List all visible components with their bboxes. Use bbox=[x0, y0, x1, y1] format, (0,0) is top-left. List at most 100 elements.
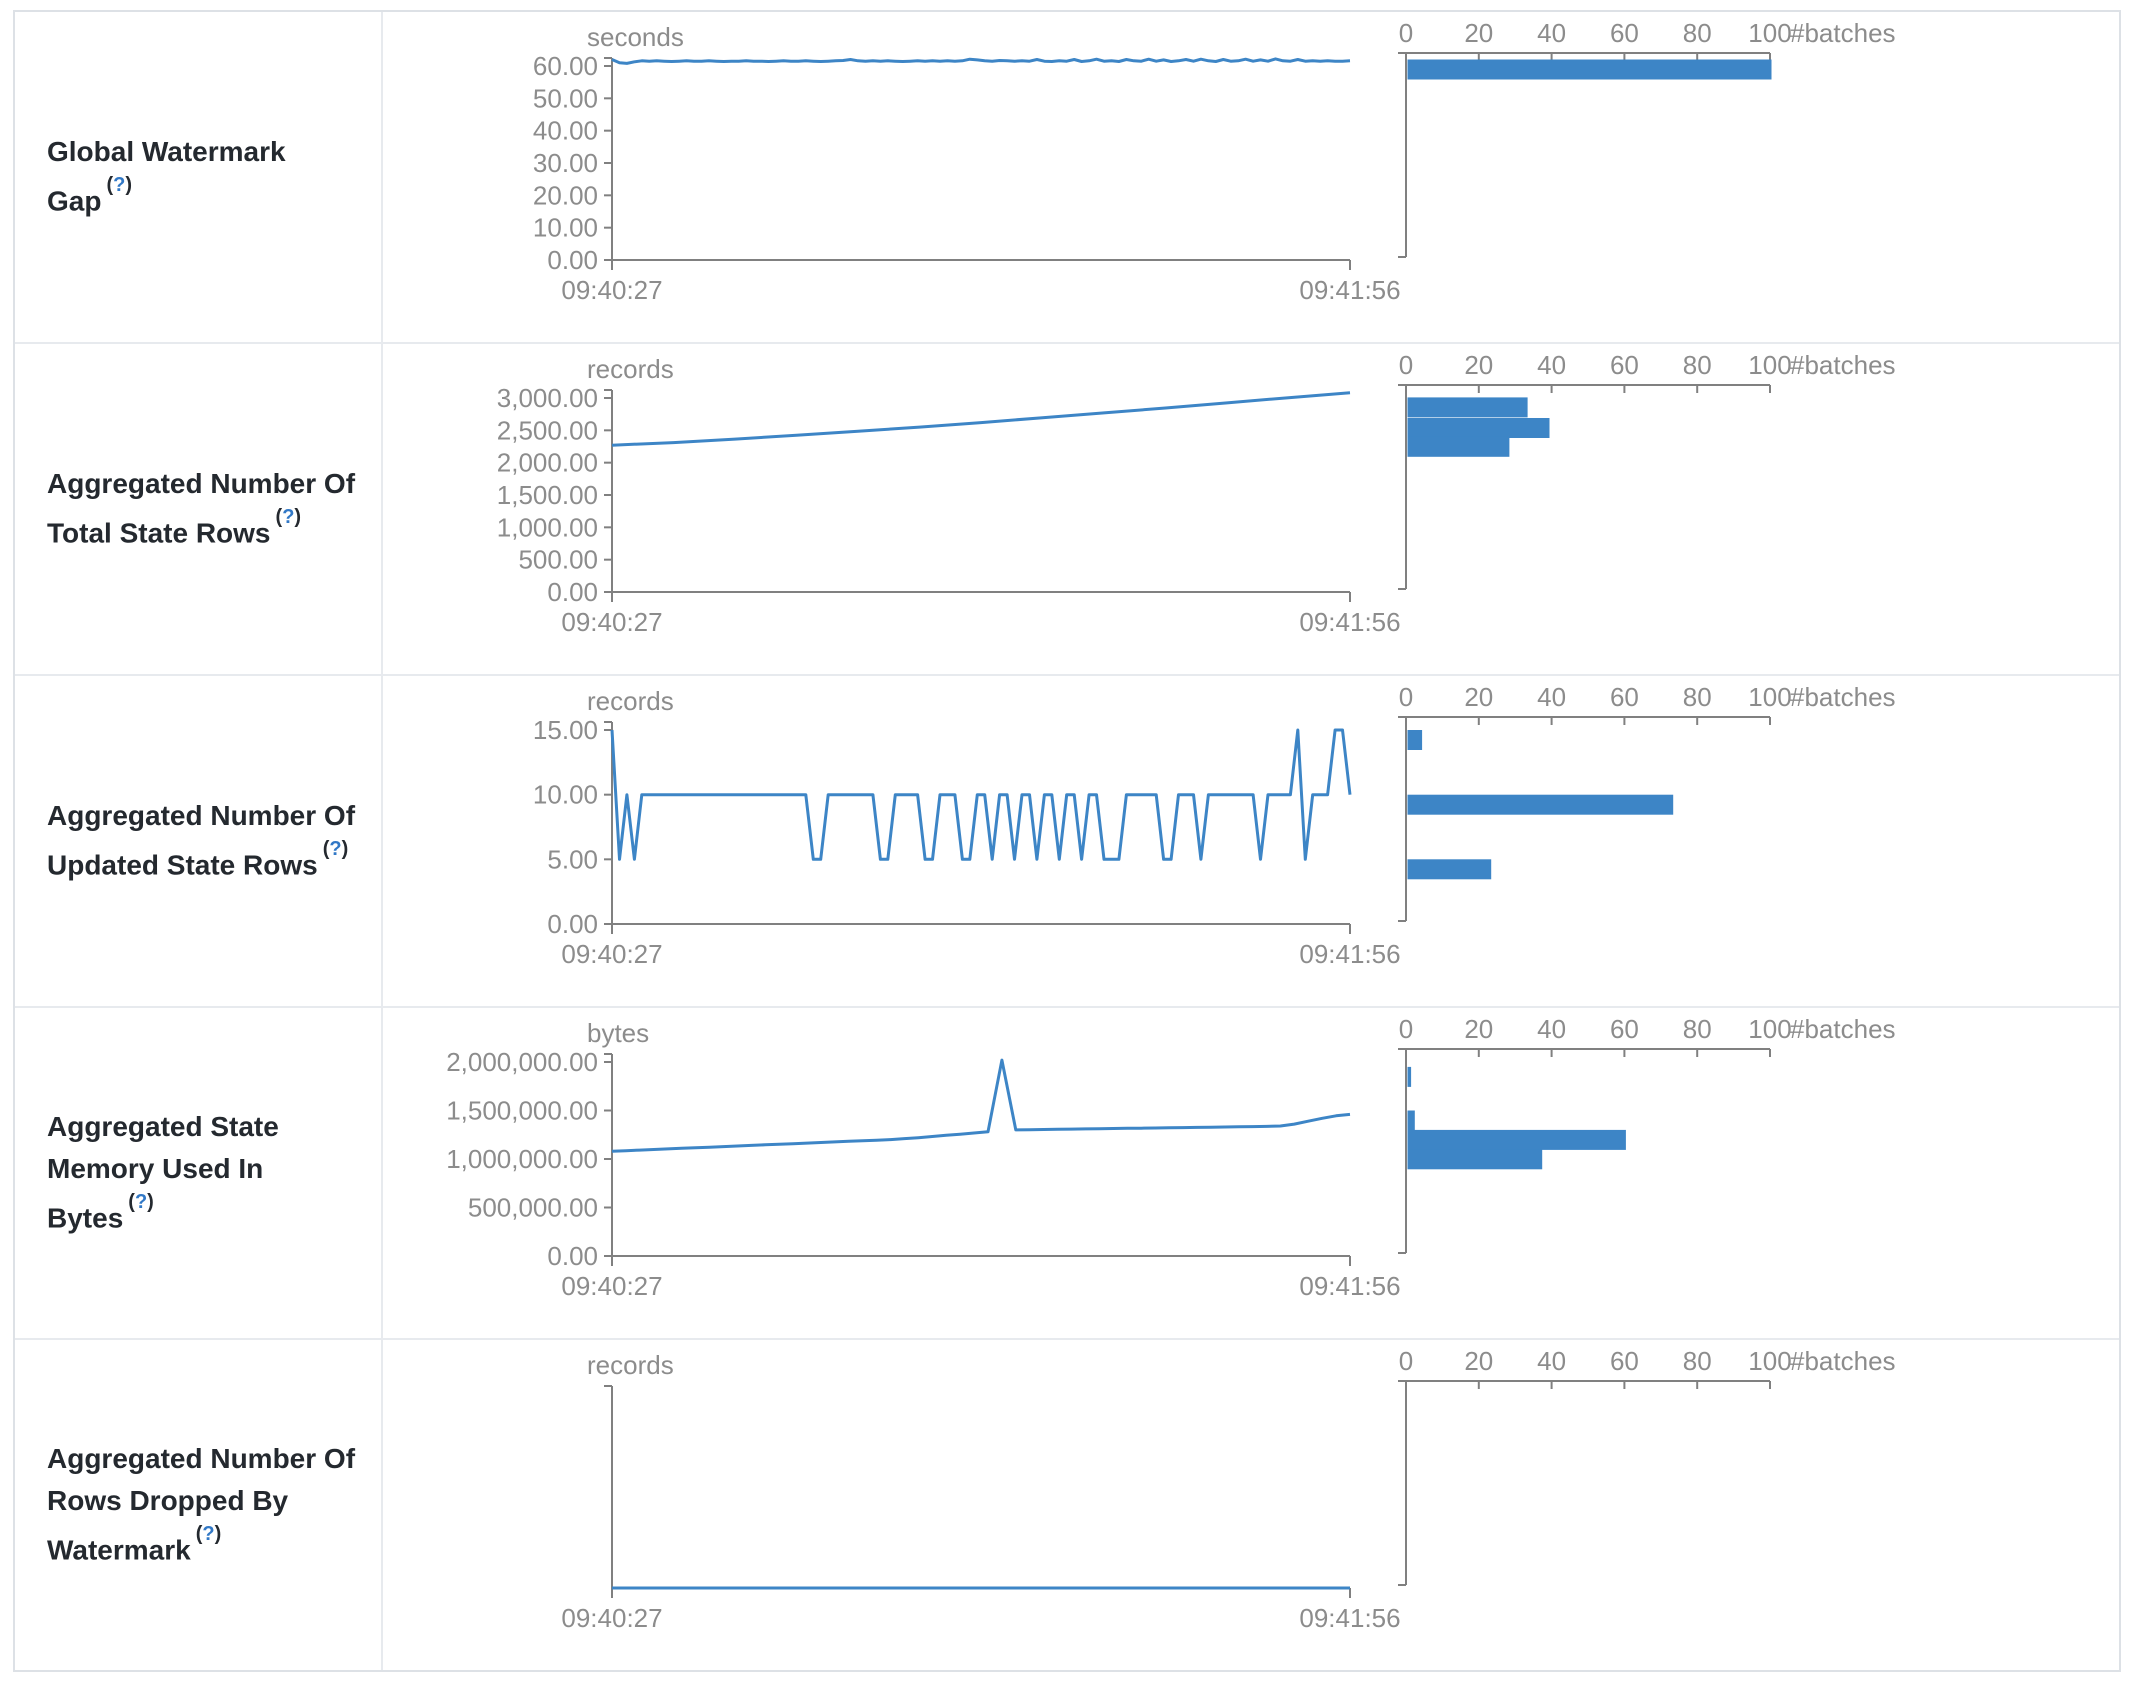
y-tick-label: 10.00 bbox=[533, 780, 598, 810]
time-end-label: 09:41:56 bbox=[1299, 939, 1400, 969]
metric-name: Aggregated Number Of Rows Dropped By Wat… bbox=[47, 1443, 356, 1566]
histogram-bar bbox=[1407, 859, 1492, 880]
metric-label-cell: Aggregated Number Of Rows Dropped By Wat… bbox=[15, 1340, 383, 1670]
metric-chart-cell: records 09:40:27 09:41:56 0 20 40 60 80 100 #batc… bbox=[383, 1340, 2119, 1670]
metric-chart-cell: records 15.00 10.00 5.00 0.00 09:40:27 09:41:5… bbox=[383, 676, 2119, 1006]
y-tick-label: 2,500.00 bbox=[497, 415, 598, 445]
metric-name: Aggregated Number Of Updated State Rows bbox=[47, 800, 356, 881]
hist-tick-label: 20 bbox=[1464, 1346, 1493, 1376]
timeline-line bbox=[611, 1058, 1351, 1153]
metric-row: Aggregated State Memory Used In Bytes(?)… bbox=[15, 1008, 2119, 1340]
y-tick-label: 10.00 bbox=[533, 213, 598, 243]
help-icon[interactable]: (?) bbox=[195, 1523, 222, 1546]
time-end-label: 09:41:56 bbox=[1299, 607, 1400, 637]
metric-label-cell: Aggregated State Memory Used In Bytes(?) bbox=[15, 1008, 383, 1338]
histogram-bar bbox=[1407, 794, 1674, 815]
time-start-label: 09:40:27 bbox=[561, 607, 662, 637]
time-start-label: 09:40:27 bbox=[561, 1271, 662, 1301]
histogram-bar bbox=[1407, 730, 1423, 750]
hist-tick-label: 0 bbox=[1399, 18, 1413, 48]
hist-tick-label: 80 bbox=[1683, 1014, 1712, 1044]
histogram-bar bbox=[1407, 418, 1550, 438]
y-tick-label: 15.00 bbox=[533, 715, 598, 745]
hist-tick-label: 20 bbox=[1464, 350, 1493, 380]
help-icon[interactable]: (?) bbox=[275, 506, 302, 529]
y-tick-label: 40.00 bbox=[533, 116, 598, 146]
y-tick-label: 2,000.00 bbox=[497, 448, 598, 478]
metric-chart-cell: seconds 60.00 50.00 40.00 30.00 20.00 10.00 0.0… bbox=[383, 12, 2119, 342]
hist-tick-label: 40 bbox=[1537, 1014, 1566, 1044]
histogram-bar bbox=[1407, 1129, 1626, 1150]
time-start-label: 09:40:27 bbox=[561, 1603, 662, 1633]
hist-tick-label: 0 bbox=[1399, 1346, 1413, 1376]
hist-tick-label: 80 bbox=[1683, 682, 1712, 712]
hist-tick-label: 80 bbox=[1683, 1346, 1712, 1376]
y-tick-label: 0.00 bbox=[547, 909, 598, 939]
y-tick-label: 0.00 bbox=[547, 1241, 598, 1271]
metric-label-cell: Aggregated Number Of Updated State Rows(… bbox=[15, 676, 383, 1006]
hist-tick-label: 80 bbox=[1683, 18, 1712, 48]
metric-label-cell: Aggregated Number Of Total State Rows(?) bbox=[15, 344, 383, 674]
hist-tick-label: 100 bbox=[1748, 1346, 1791, 1376]
help-icon[interactable]: (?) bbox=[106, 174, 133, 197]
hist-tick-label: 100 bbox=[1748, 682, 1791, 712]
help-icon[interactable]: (?) bbox=[322, 838, 349, 861]
y-tick-label: 30.00 bbox=[533, 148, 598, 178]
hist-tick-label: 20 bbox=[1464, 1014, 1493, 1044]
hist-tick-label: 40 bbox=[1537, 682, 1566, 712]
hist-tick-label: 20 bbox=[1464, 18, 1493, 48]
histogram-bar bbox=[1407, 436, 1510, 457]
metric-chart-cell: records 3,000.00 2,500.00 2,000.00 1,500.00 1… bbox=[383, 344, 2119, 674]
y-tick-label: 1,500,000.00 bbox=[446, 1096, 598, 1126]
hist-tick-label: 60 bbox=[1610, 18, 1639, 48]
histogram-bar bbox=[1407, 59, 1772, 80]
hist-tick-label: 0 bbox=[1399, 350, 1413, 380]
hist-axis-title: #batches bbox=[1790, 682, 1896, 712]
hist-tick-label: 60 bbox=[1610, 1346, 1639, 1376]
help-icon[interactable]: (?) bbox=[128, 1191, 154, 1214]
unit-label: records bbox=[587, 1350, 674, 1380]
hist-tick-label: 100 bbox=[1748, 1014, 1791, 1044]
metric-chart: records 09:40:27 09:41:56 0 20 40 60 80 100#batc… bbox=[561, 1346, 1896, 1633]
time-end-label: 09:41:56 bbox=[1299, 275, 1400, 305]
y-tick-label: 500.00 bbox=[518, 545, 598, 575]
y-tick-label: 3,000.00 bbox=[497, 383, 598, 413]
unit-label: records bbox=[587, 354, 674, 384]
time-start-label: 09:40:27 bbox=[561, 939, 662, 969]
y-tick-label: 5.00 bbox=[547, 844, 598, 874]
hist-tick-label: 40 bbox=[1537, 18, 1566, 48]
hist-axis-title: #batches bbox=[1790, 1346, 1896, 1376]
hist-tick-label: 60 bbox=[1610, 1014, 1639, 1044]
hist-axis-title: #batches bbox=[1790, 18, 1896, 48]
y-tick-label: 1,500.00 bbox=[497, 480, 598, 510]
histogram-bar bbox=[1407, 1149, 1543, 1170]
time-start-label: 09:40:27 bbox=[561, 275, 662, 305]
y-tick-label: 60.00 bbox=[533, 51, 598, 81]
metric-label-cell: Global Watermark Gap(?) bbox=[15, 12, 383, 342]
histogram-bar bbox=[1407, 1110, 1415, 1131]
hist-tick-label: 60 bbox=[1610, 682, 1639, 712]
y-tick-label: 0.00 bbox=[547, 245, 598, 275]
y-tick-label: 1,000.00 bbox=[497, 512, 598, 542]
hist-tick-label: 100 bbox=[1748, 18, 1791, 48]
y-tick-label: 50.00 bbox=[533, 83, 598, 113]
timeline-line bbox=[611, 391, 1351, 447]
metric-row: Aggregated Number Of Total State Rows(?)… bbox=[15, 344, 2119, 676]
histogram-bar bbox=[1407, 397, 1528, 418]
y-tick-label: 20.00 bbox=[533, 180, 598, 210]
metric-chart-cell: bytes 2,000,000.00 1,500,000.00 1,000,000.0… bbox=[383, 1008, 2119, 1338]
hist-tick-label: 0 bbox=[1399, 682, 1413, 712]
histogram-bar bbox=[1407, 1066, 1412, 1087]
metric-name: Aggregated Number Of Total State Rows bbox=[47, 468, 356, 549]
hist-tick-label: 60 bbox=[1610, 350, 1639, 380]
timeline-line bbox=[611, 57, 1351, 65]
y-tick-label: 2,000,000.00 bbox=[446, 1047, 598, 1077]
metrics-table: Global Watermark Gap(?) seconds 60.00 50.0… bbox=[13, 10, 2121, 1672]
unit-label: bytes bbox=[587, 1018, 649, 1048]
metric-row: Global Watermark Gap(?) seconds 60.00 50.0… bbox=[15, 12, 2119, 344]
hist-tick-label: 0 bbox=[1399, 1014, 1413, 1044]
hist-axis-title: #batches bbox=[1790, 1014, 1896, 1044]
metric-row: Aggregated Number Of Updated State Rows(… bbox=[15, 676, 2119, 1008]
